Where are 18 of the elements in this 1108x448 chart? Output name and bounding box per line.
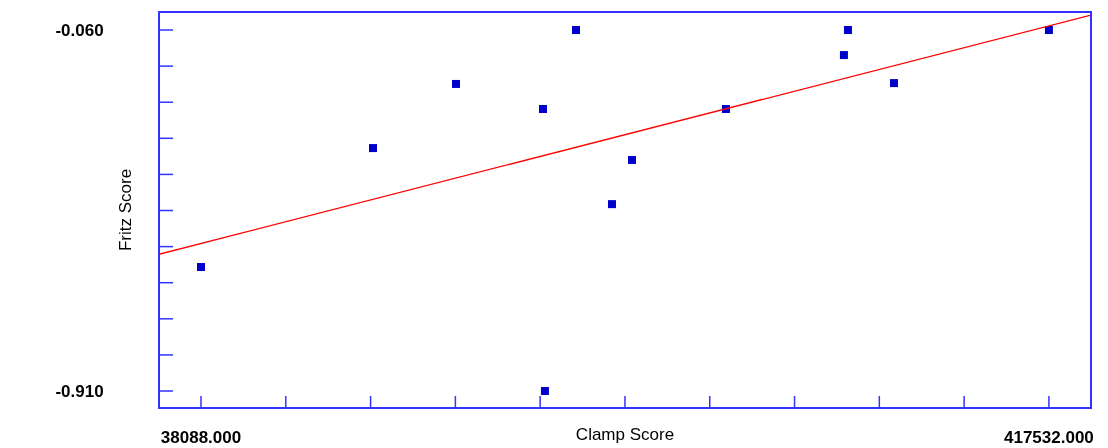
point (538, 105, 547, 113)
x-tick-label: 38088.000 (160, 428, 242, 447)
y-tick-label: -0.060 (55, 20, 104, 40)
point (1044, 26, 1053, 35)
x-axis-title: Clamp Score (575, 425, 675, 444)
point (452, 79, 460, 88)
point (843, 26, 852, 35)
point (572, 26, 580, 35)
point (540, 387, 549, 396)
y-tick-label: -0.910 (55, 381, 104, 401)
point (889, 79, 898, 88)
y-axis-title: Fritz Score (116, 168, 135, 252)
point (839, 51, 848, 60)
point (369, 144, 377, 153)
point (197, 263, 205, 271)
point (628, 155, 636, 164)
point (607, 200, 616, 209)
x-tick-label: 417532.000 (1004, 428, 1094, 447)
